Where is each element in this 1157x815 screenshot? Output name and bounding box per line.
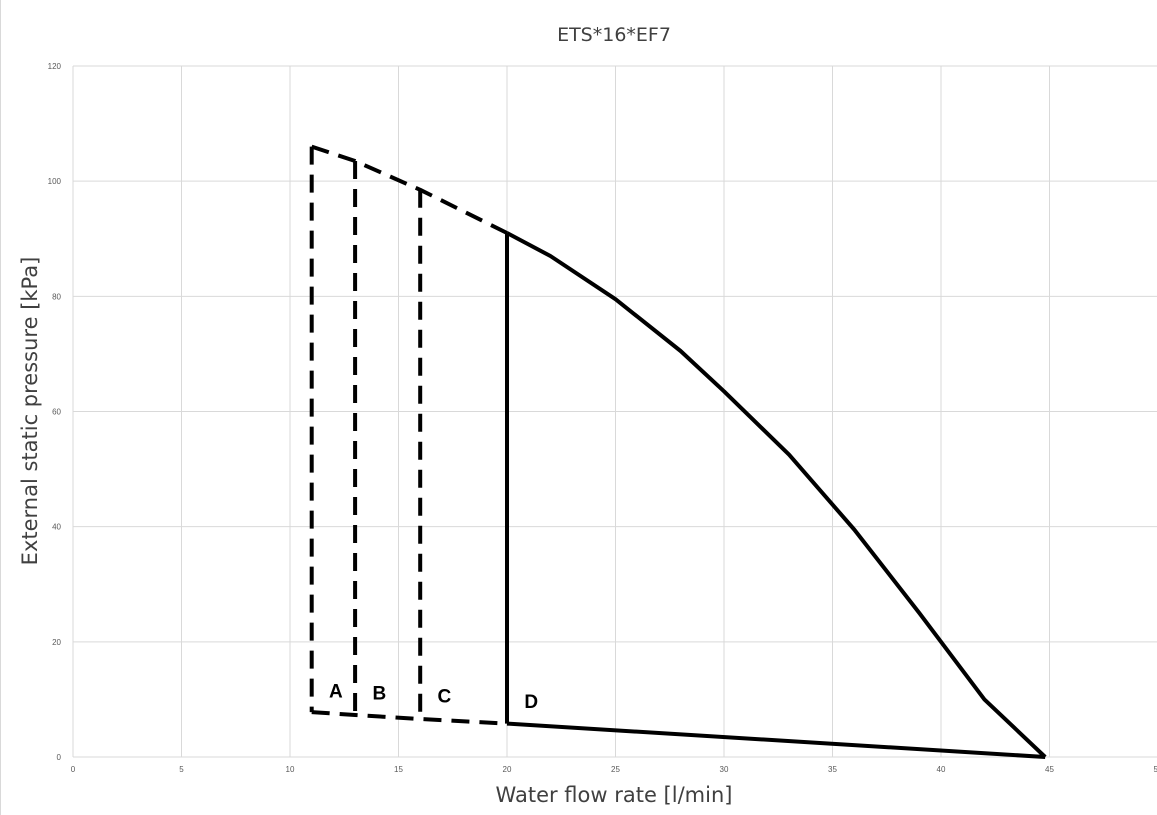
y-axis-title: External static pressure [kPa] <box>18 257 42 566</box>
dashed-series-line <box>311 710 508 726</box>
x-tick-label: 5 <box>179 765 184 774</box>
series-layer <box>309 144 1047 759</box>
y-tick-label: 80 <box>52 292 61 301</box>
x-tick-label: 0 <box>71 765 76 774</box>
region-label: B <box>372 683 386 704</box>
x-tick-labels: 0 5 10 15 20 25 30 35 40 45 50 <box>71 765 1157 774</box>
y-tick-label: 20 <box>52 638 61 647</box>
y-tick-label: 60 <box>52 408 61 417</box>
x-tick-label: 35 <box>828 765 837 774</box>
y-tick-labels: 0 20 40 60 80 100 120 <box>48 62 62 762</box>
region-label: D <box>524 692 538 713</box>
grid-layer <box>72 65 1157 758</box>
x-tick-label: 10 <box>286 765 295 774</box>
x-axis-title: Water flow rate [l/min] <box>496 783 733 807</box>
x-tick-label: 15 <box>394 765 403 774</box>
x-tick-label: 50 <box>1154 765 1157 774</box>
region-label: A <box>329 682 343 703</box>
y-tick-label: 0 <box>57 753 62 762</box>
y-tick-label: 120 <box>48 62 62 71</box>
chart-title: ETS*16*EF7 <box>557 24 671 46</box>
x-tick-label: 25 <box>611 765 620 774</box>
solid-series-line <box>506 721 1046 759</box>
x-tick-label: 45 <box>1045 765 1054 774</box>
region-label: C <box>438 686 452 707</box>
y-tick-label: 40 <box>52 523 61 532</box>
x-tick-label: 20 <box>503 765 512 774</box>
x-tick-label: 30 <box>720 765 729 774</box>
dashed-series-line <box>311 144 508 235</box>
x-tick-label: 40 <box>937 765 946 774</box>
annotation-layer: A B C D <box>329 682 538 713</box>
y-tick-label: 100 <box>48 177 62 186</box>
solid-series-line <box>506 231 1047 759</box>
